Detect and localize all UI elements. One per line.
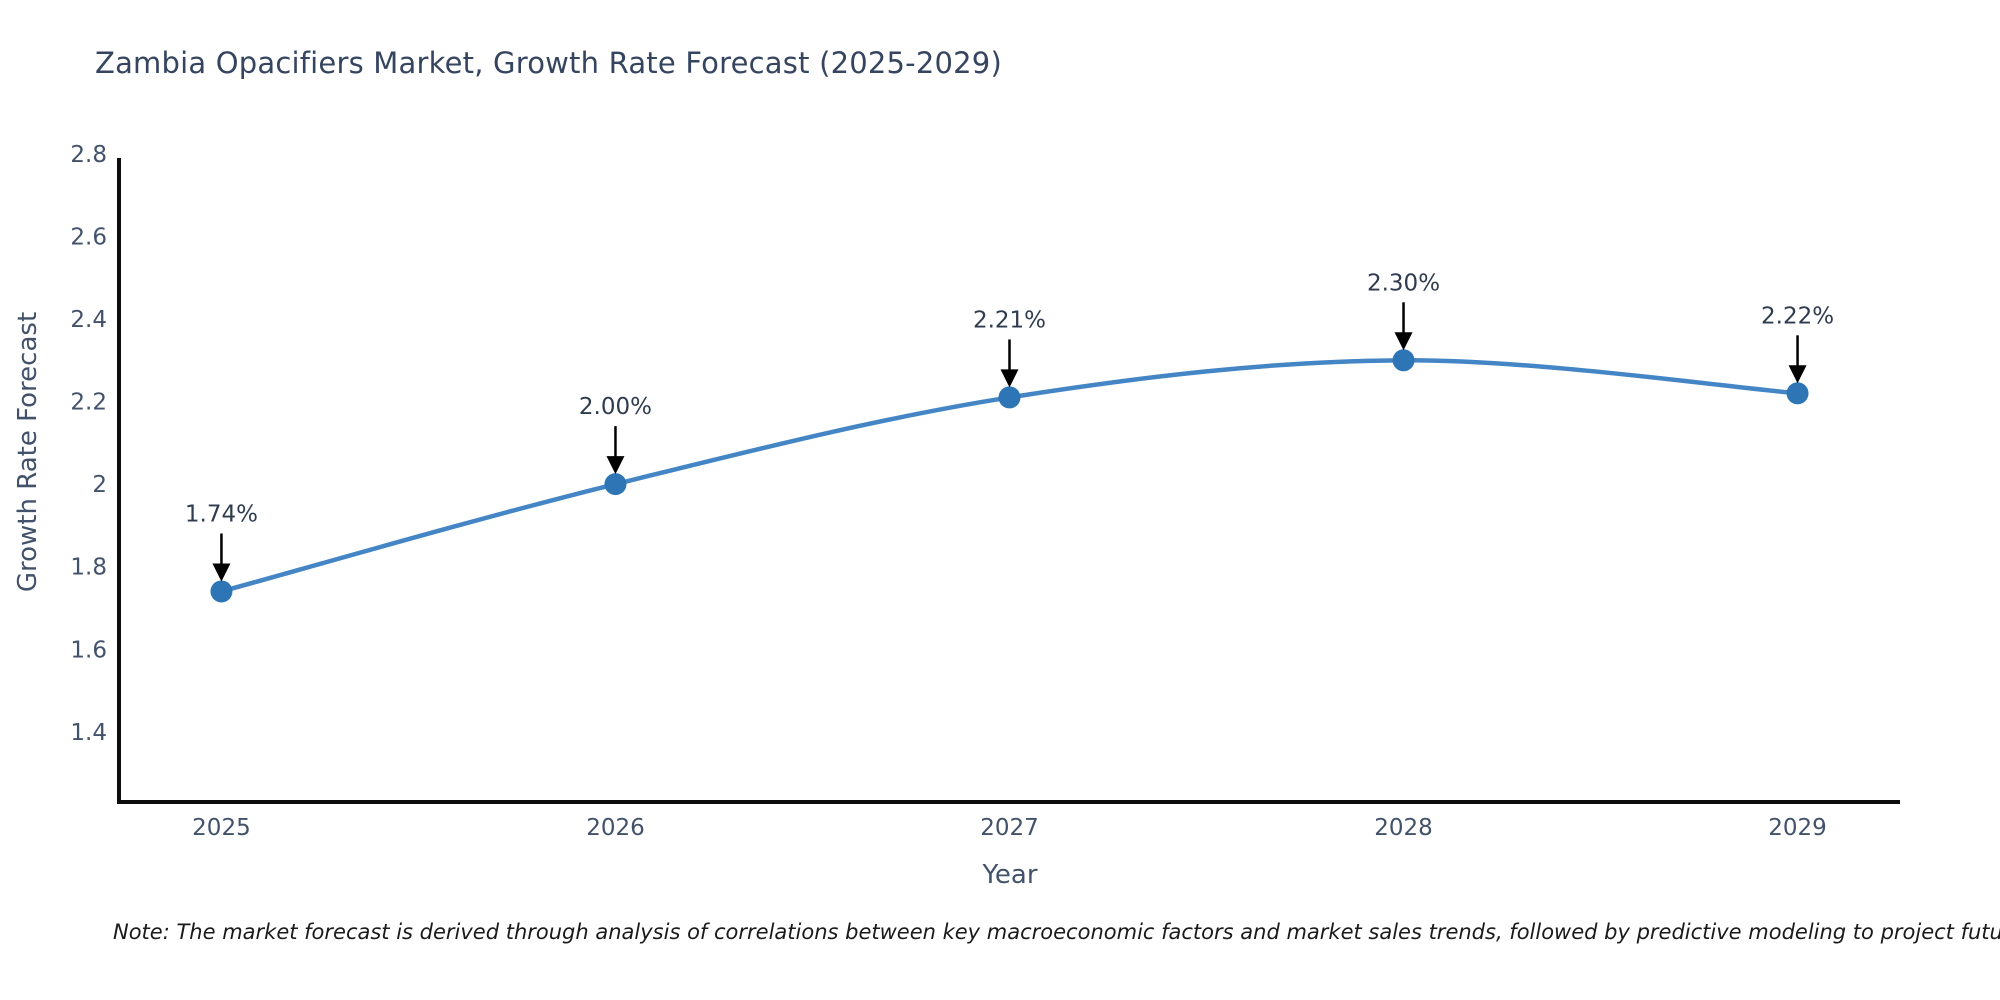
data-point-2026 (604, 473, 627, 496)
y-tick-label: 2.8 (70, 142, 107, 168)
data-point-2028 (1392, 349, 1415, 372)
y-tick-label: 2.2 (70, 390, 107, 416)
y-tick-label: 1.6 (70, 637, 107, 663)
annotation-arrowhead (1000, 369, 1019, 388)
y-tick-label: 2.4 (70, 307, 107, 333)
chart-title: Zambia Opacifiers Market, Growth Rate Fo… (95, 46, 1002, 80)
data-point-2027 (998, 386, 1021, 409)
footnote: Note: The market forecast is derived thr… (113, 920, 2000, 944)
y-tick-label: 2.6 (70, 224, 107, 250)
x-tick-label: 2026 (586, 815, 645, 841)
x-tick-label: 2028 (1374, 815, 1433, 841)
data-point-2029 (1786, 382, 1809, 405)
data-point-2025 (210, 580, 233, 603)
data-point-label: 2.21% (973, 307, 1046, 333)
data-point-label: 2.30% (1367, 270, 1440, 296)
annotation-arrowhead (1788, 365, 1807, 384)
y-tick-label: 1.8 (70, 555, 107, 581)
x-tick-label: 2027 (980, 815, 1039, 841)
x-axis-title: Year (982, 860, 1038, 890)
y-tick-label: 2 (92, 472, 107, 498)
data-point-label: 2.00% (579, 394, 652, 420)
data-point-label: 1.74% (185, 501, 258, 527)
annotation-arrowhead (606, 456, 625, 475)
data-point-label: 2.22% (1761, 303, 1834, 329)
annotation-arrowhead (212, 563, 231, 582)
x-tick-label: 2029 (1768, 815, 1827, 841)
annotation-arrowhead (1394, 332, 1413, 351)
x-tick-label: 2025 (192, 815, 251, 841)
y-tick-label: 1.4 (70, 720, 107, 746)
